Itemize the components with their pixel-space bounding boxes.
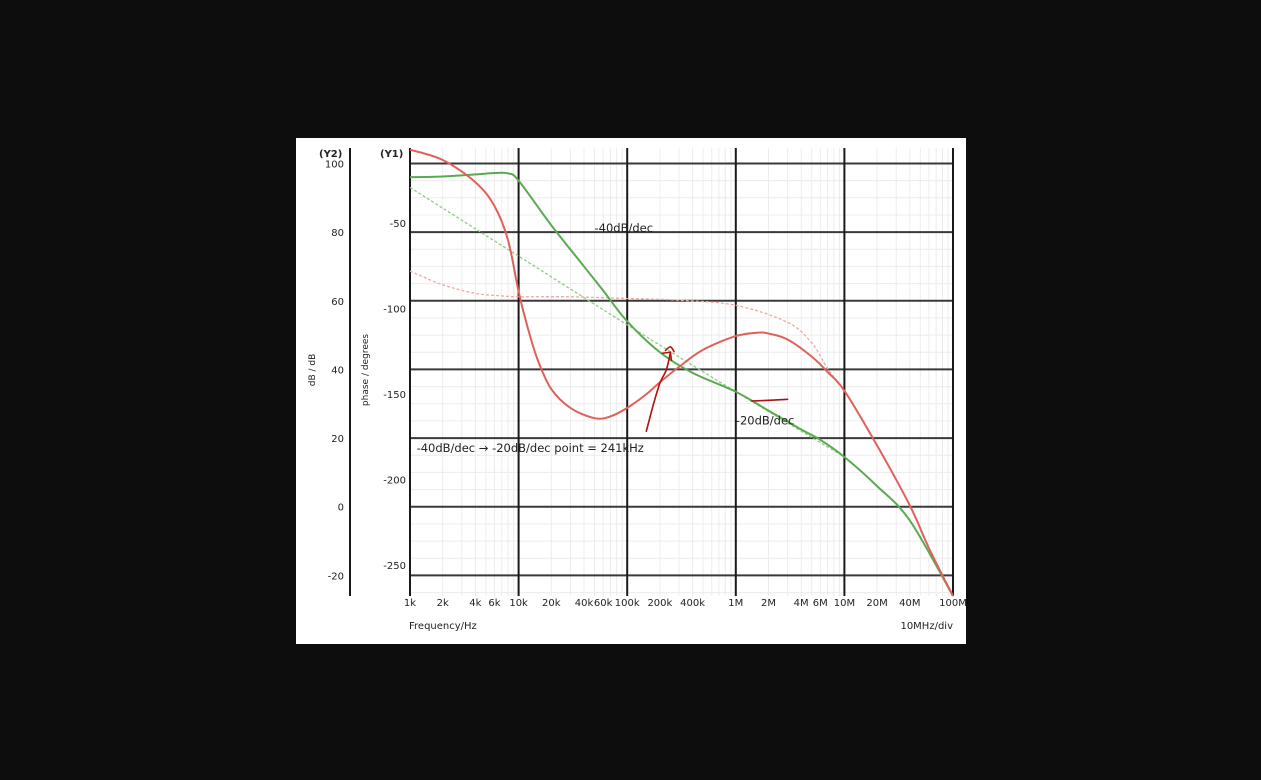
x-tick-label: 400k (680, 598, 705, 609)
y1-tick-label: -150 (383, 390, 406, 401)
x-tick-label: 40M (899, 598, 920, 609)
x-tick-label: 20k (542, 598, 561, 609)
x-division-label: 10MHz/div (900, 621, 953, 632)
x-tick-label: 1M (728, 598, 743, 609)
x-tick-label: 40k (575, 598, 594, 609)
y2-tick-label: 80 (331, 228, 344, 239)
y2-tick-label: 100 (325, 159, 344, 170)
annotation-text: -20dB/dec (736, 413, 795, 427)
y1-axis-label: phase / degrees (361, 334, 371, 406)
annotation-text: -40dB/dec (595, 221, 654, 235)
x-tick-label: 100M (939, 598, 966, 609)
y1-tick-label: -50 (390, 219, 406, 230)
handwritten-marks (645, 345, 789, 433)
phase-dashed-series-line (409, 270, 845, 392)
handwritten-stroke (750, 398, 789, 402)
x-tick-label: 10k (509, 598, 528, 609)
magnitude-solid-series-line (409, 171, 954, 597)
handwritten-stroke (664, 345, 675, 353)
axes (349, 148, 411, 596)
y2-axis-label: dB / dB (308, 354, 318, 387)
y1-tick-label: -250 (383, 561, 406, 572)
y1-tick-label: -200 (383, 476, 406, 487)
x-tick-label: 200k (647, 598, 672, 609)
labels-layer: 1k 2k 4k 6k 10k 20k 40k 60k 100k 200k 400k 1M 2M 4M 6M… (308, 149, 967, 632)
x-tick-label: 100k (615, 598, 640, 609)
annotation-text: -40dB/dec → -20dB/dec point = 241kHz (417, 441, 644, 455)
handwritten-arrow-head (661, 351, 673, 362)
y1-axis-tag: (Y1) (380, 149, 403, 160)
phase-solid-series-line (409, 148, 954, 597)
x-tick-label: 2M (761, 598, 776, 609)
y2-tick-label: 0 (338, 503, 344, 514)
x-tick-label: 1k (404, 598, 416, 609)
series-layer (409, 148, 954, 597)
x-tick-label: 10M (834, 598, 855, 609)
x-tick-label: 2k (437, 598, 449, 609)
major-grid (410, 148, 954, 596)
y2-axis-tag: (Y2) (319, 149, 342, 160)
x-tick-label: 6M (813, 598, 828, 609)
plot-panel: 1k 2k 4k 6k 10k 20k 40k 60k 100k 200k 400k 1M 2M 4M 6M… (296, 138, 967, 644)
bode-plot: 1k 2k 4k 6k 10k 20k 40k 60k 100k 200k 400k 1M 2M 4M 6M… (308, 148, 967, 632)
handwritten-stroke (645, 351, 672, 433)
y1-tick-label: -100 (383, 305, 406, 316)
x-tick-label: 4k (469, 598, 481, 609)
x-tick-label: 4M (794, 598, 809, 609)
y2-tick-label: 40 (331, 365, 344, 376)
y2-tick-label: -20 (328, 571, 344, 582)
y2-tick-label: 60 (331, 297, 344, 308)
x-tick-label: 20M (866, 598, 887, 609)
x-tick-label: 6k (488, 598, 500, 609)
minor-grid (410, 148, 953, 596)
x-axis-label: Frequency/Hz (409, 621, 477, 632)
y2-tick-label: 20 (331, 434, 344, 445)
x-tick-label: 60k (594, 598, 613, 609)
